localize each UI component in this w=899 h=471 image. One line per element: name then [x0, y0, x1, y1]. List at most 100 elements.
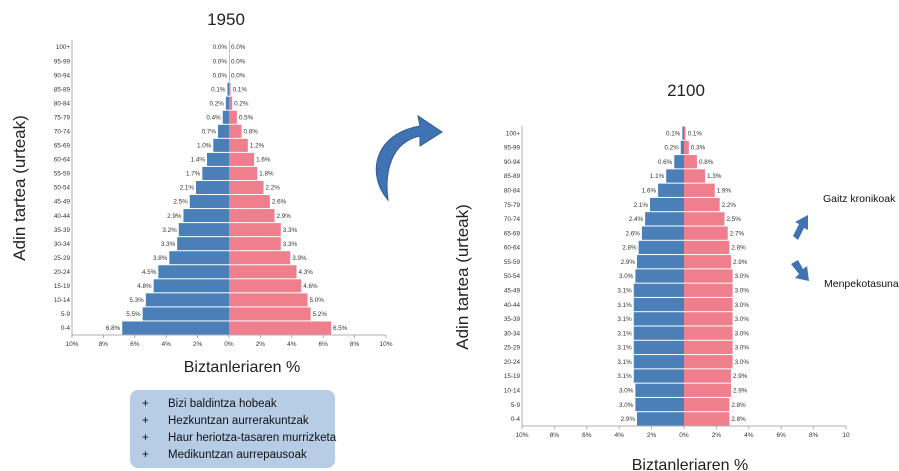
age-group-label: 35-39: [54, 227, 71, 234]
bar-left: [635, 383, 684, 397]
age-group-label: 90-94: [504, 159, 521, 166]
list-item-label: Medikuntzan aurrepausoak: [168, 449, 307, 461]
bar-left: [641, 226, 684, 240]
arrow-down-icon: [791, 260, 809, 281]
bar-left: [225, 96, 229, 110]
bar-right: [684, 283, 733, 297]
bar-right: [684, 269, 733, 283]
bar-right: [684, 297, 733, 312]
data-label-right: 3.0%: [735, 330, 750, 337]
age-group-label: 45-49: [54, 199, 71, 206]
x-tick-label: 4%: [287, 341, 297, 348]
data-label-left: 3.2%: [162, 227, 177, 234]
data-label-right: 0.0%: [231, 44, 246, 51]
age-group-label: 30-34: [504, 330, 521, 337]
bar-right: [229, 209, 275, 223]
bullet-marker: +: [142, 449, 149, 461]
chart-title: 2100: [667, 81, 705, 100]
data-label-right: 0.0%: [231, 58, 246, 65]
bar-right: [684, 212, 725, 226]
list-item: + Bizi baldintza hobeak: [142, 396, 335, 413]
data-label-left: 3.8%: [153, 255, 168, 262]
x-tick-label: 6%: [776, 432, 786, 439]
list-item: + Medikuntzan aurrepausoak: [142, 447, 335, 464]
data-label-right: 2.7%: [730, 230, 745, 237]
data-label-left: 0.4%: [206, 114, 221, 121]
pyramid-2100: 2100 2.9% 2.8% 0-4 3.0% 2.8% 5-9 3.0% 2.9% 10-14 3…: [453, 81, 850, 471]
bar-right: [684, 197, 720, 212]
data-label-left: 0.7%: [202, 129, 217, 136]
data-label-left: 0.2%: [664, 145, 679, 152]
bar-left: [207, 152, 229, 166]
data-label-left: 4.5%: [142, 269, 157, 276]
x-tick-label: 0%: [224, 341, 234, 348]
bar-right: [229, 279, 302, 293]
bar-left: [122, 321, 229, 335]
data-label-right: 2.8%: [731, 416, 746, 423]
list-item: + Hezkuntzan aurrerakuntzak: [142, 413, 335, 430]
data-label-left: 3.1%: [617, 316, 632, 323]
age-group-label: 25-29: [504, 345, 521, 352]
bar-right: [229, 82, 231, 96]
data-label-left: 2.9%: [621, 416, 636, 423]
data-label-right: 1.6%: [256, 157, 271, 164]
data-label-left: 3.0%: [619, 273, 634, 280]
bar-right: [684, 155, 697, 169]
data-label-left: 1.7%: [186, 171, 201, 178]
bar-left: [145, 293, 229, 307]
bar-left: [183, 209, 229, 223]
data-label-left: 0.1%: [211, 86, 226, 93]
x-tick-label: 6%: [582, 432, 592, 439]
bar-left: [645, 212, 684, 226]
bar-left: [633, 326, 684, 340]
data-label-right: 3.9%: [292, 255, 307, 262]
age-group-label: 70-74: [504, 216, 521, 223]
age-group-label: 55-59: [54, 171, 71, 178]
age-group-label: 20-24: [54, 269, 71, 276]
data-label-right: 0.8%: [244, 129, 259, 136]
data-label-left: 2.1%: [634, 202, 649, 209]
age-group-label: 30-34: [54, 241, 71, 248]
data-label-left: 3.1%: [617, 373, 632, 380]
data-label-left: 2.9%: [167, 213, 182, 220]
age-group-label: 0-4: [511, 416, 521, 423]
data-label-right: 2.9%: [277, 213, 292, 220]
data-label-right: 0.5%: [239, 114, 254, 121]
arrow-up-icon: [793, 215, 808, 240]
bar-left: [649, 197, 684, 212]
bar-left: [633, 355, 684, 369]
list-item-label: Bizi baldintza hobeak: [168, 398, 277, 410]
data-label-right: 0.2%: [234, 100, 249, 107]
age-group-label: 75-79: [504, 202, 521, 209]
bar-left: [142, 307, 229, 321]
x-tick-label: 6%: [318, 341, 328, 348]
bar-right: [684, 355, 733, 369]
x-tick-label: 10%: [65, 341, 78, 348]
data-label-right: 3.0%: [735, 302, 750, 309]
bar-right: [684, 240, 730, 255]
x-tick-label: 2%: [647, 432, 657, 439]
data-label-left: 2.9%: [621, 259, 636, 266]
data-label-left: 3.1%: [617, 359, 632, 366]
data-label-right: 4.6%: [303, 283, 318, 290]
x-tick-label: 0%: [679, 432, 689, 439]
bar-left: [635, 269, 684, 283]
x-tick-label: 10%: [515, 432, 528, 439]
bar-left: [633, 369, 684, 383]
data-label-right: 3.0%: [735, 287, 750, 294]
bar-right: [229, 251, 291, 265]
bar-left: [680, 140, 684, 155]
x-tick-label: 4%: [161, 341, 171, 348]
data-label-left: 1.0%: [197, 143, 212, 150]
data-label-right: 2.8%: [731, 402, 746, 409]
x-axis-title: Biztanleriaren %: [632, 457, 749, 471]
data-label-left: 2.1%: [180, 185, 195, 192]
bar-left: [218, 124, 229, 138]
data-label-right: 2.6%: [272, 199, 287, 206]
bar-right: [684, 169, 706, 183]
x-tick-label: 8%: [350, 341, 360, 348]
age-group-label: 50-54: [504, 273, 521, 280]
data-label-left: 0.0%: [213, 44, 228, 51]
bar-left: [213, 138, 229, 152]
age-group-label: 35-39: [504, 316, 521, 323]
